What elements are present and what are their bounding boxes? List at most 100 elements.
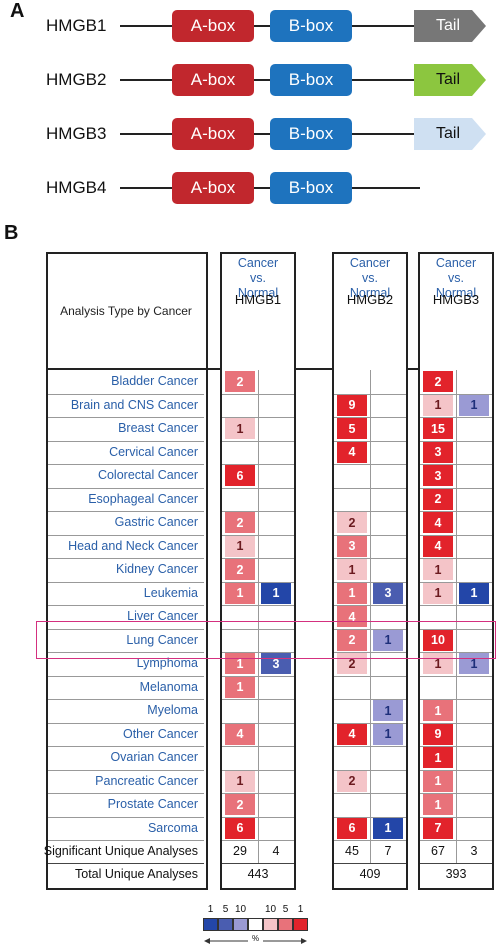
legend-unit: % xyxy=(248,934,263,943)
legend-swatch xyxy=(293,918,308,931)
b-box: B-box xyxy=(270,10,352,42)
heatmap-cell: 4 xyxy=(337,606,367,627)
panel-a-letter: A xyxy=(10,0,25,22)
row-divider xyxy=(420,769,492,771)
heatmap-cell: 2 xyxy=(225,794,255,815)
row-divider xyxy=(420,605,492,606)
row-divider xyxy=(420,581,492,583)
row-divider xyxy=(222,652,294,653)
heatmap-cell: 3 xyxy=(423,441,453,463)
row-divider xyxy=(222,816,294,818)
heatmap-cell: 9 xyxy=(337,394,367,416)
row-divider xyxy=(334,534,406,536)
cancer-row-label: Brain and CNS Cancer xyxy=(70,397,198,412)
heatmap-cell: 1 xyxy=(337,582,367,604)
heatmap-cell: 1 xyxy=(373,700,403,721)
row-divider xyxy=(420,393,492,395)
heatmap-cell: 4 xyxy=(225,723,255,745)
gene-column-label: HMGB2 xyxy=(346,292,394,307)
comparison-label-line: vs. xyxy=(448,271,464,285)
comparison-label: Cancer vs. Normal xyxy=(334,256,406,301)
cancer-row-label: Lung Cancer xyxy=(126,632,198,647)
comparison-label-line: Normal xyxy=(349,286,391,300)
heatmap-cell: 10 xyxy=(423,629,453,651)
row-divider xyxy=(334,746,406,747)
heatmap-cell: 1 xyxy=(225,676,255,698)
row-divider xyxy=(334,558,406,559)
significant-count-up: 29 xyxy=(233,844,247,858)
heatmap-cell: 1 xyxy=(225,418,255,439)
heatmap-cell: 2 xyxy=(225,371,255,392)
legend-swatch xyxy=(218,918,233,931)
cancer-row-label: Gastric Cancer xyxy=(114,515,198,529)
total-count: 409 xyxy=(359,867,381,881)
total-count: 393 xyxy=(445,867,467,881)
row-divider xyxy=(334,440,406,442)
gene-row-hmgb4: HMGB4 A-box B-box xyxy=(0,168,498,208)
a-box: A-box xyxy=(172,172,254,204)
significant-count-up: 67 xyxy=(431,844,445,858)
gene-name: HMGB4 xyxy=(46,178,107,197)
row-divider xyxy=(222,581,294,583)
row-divider xyxy=(48,675,204,677)
comparison-label: Cancer vs. Normal xyxy=(222,256,294,301)
tail-label: Tail xyxy=(435,71,460,88)
heatmap-cell: 1 xyxy=(373,629,403,651)
subcolumn-divider xyxy=(456,370,457,863)
heatmap-cell: 15 xyxy=(423,418,453,439)
cancer-row-label: Cervical Cancer xyxy=(109,444,198,459)
footer-divider xyxy=(222,863,294,864)
gene-column-label: HMGB1 xyxy=(234,292,282,307)
heatmap-cell: 1 xyxy=(423,559,453,580)
row-divider xyxy=(222,699,294,700)
row-divider xyxy=(334,393,406,395)
row-divider xyxy=(48,534,204,536)
row-divider xyxy=(222,769,294,771)
row-divider xyxy=(334,699,406,700)
row-divider xyxy=(48,393,204,395)
panel-b-letter: B xyxy=(4,222,19,244)
significant-count-down: 4 xyxy=(272,844,280,858)
heatmap-cell: 2 xyxy=(225,559,255,580)
legend-number: 10 xyxy=(264,904,277,915)
row-divider xyxy=(48,581,204,583)
legend-number: 1 xyxy=(207,904,214,915)
comparison-label-line: vs. xyxy=(362,271,378,285)
row-divider xyxy=(222,558,294,559)
a-box: A-box xyxy=(172,10,254,42)
row-divider xyxy=(48,769,204,771)
cancer-row-label: Leukemia xyxy=(143,585,198,600)
row-divider xyxy=(48,487,204,489)
cancer-row-label: Ovarian Cancer xyxy=(110,750,198,764)
heatmap-cell: 1 xyxy=(337,559,367,580)
heatmap-cell: 1 xyxy=(459,582,489,604)
row-divider xyxy=(222,722,294,724)
row-divider xyxy=(222,487,294,489)
row-divider xyxy=(48,699,204,700)
heatmap-cell: 1 xyxy=(423,582,453,604)
heatmap-cell: 1 xyxy=(373,817,403,839)
comparison-label-line: Cancer xyxy=(237,256,279,270)
analysis-type-header: Analysis Type by Cancer xyxy=(60,304,192,318)
comparison-label-line: Normal xyxy=(435,286,477,300)
row-divider xyxy=(48,652,204,653)
cancer-row-label: Liver Cancer xyxy=(127,609,198,623)
heatmap-cell: 6 xyxy=(225,817,255,839)
heatmap-cell: 6 xyxy=(225,465,255,486)
row-divider xyxy=(334,628,406,630)
heatmap-cell: 1 xyxy=(423,770,453,792)
row-divider xyxy=(48,605,204,606)
cancer-row-label: Kidney Cancer xyxy=(116,562,198,576)
cancer-row-label: Melanoma xyxy=(139,679,198,694)
comparison-label-line: Cancer xyxy=(349,256,391,270)
cancer-row-label: Colorectal Cancer xyxy=(97,468,198,482)
row-divider xyxy=(48,840,204,841)
lung-cancer-highlight xyxy=(36,620,496,659)
cancer-row-label: Other Cancer xyxy=(122,726,198,741)
tail-label: Tail xyxy=(435,125,460,142)
comparison-label: Cancer vs. Normal xyxy=(420,256,492,301)
row-divider xyxy=(420,534,492,536)
row-divider xyxy=(420,511,492,512)
heatmap-cell: 2 xyxy=(423,371,453,392)
heatmap-cell: 7 xyxy=(423,817,453,839)
